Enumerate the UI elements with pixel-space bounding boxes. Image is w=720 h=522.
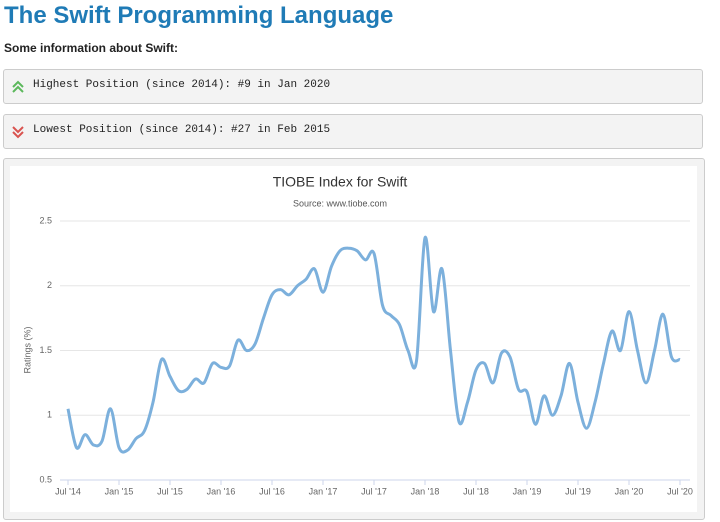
x-tick-label: Jan '18 xyxy=(411,486,440,496)
x-tick-label: Jul '20 xyxy=(667,486,693,496)
info-text: Lowest Position (since 2014): #27 in Feb… xyxy=(33,124,331,136)
x-tick-label: Jul '16 xyxy=(259,486,285,496)
x-tick-label: Jan '17 xyxy=(309,486,338,496)
x-tick-label: Jan '16 xyxy=(207,486,236,496)
x-tick-label: Jul '19 xyxy=(565,486,591,496)
x-tick-label: Jul '17 xyxy=(361,486,387,496)
info-box: Highest Position (since 2014): #9 in Jan… xyxy=(3,69,703,104)
x-tick-label: Jul '15 xyxy=(157,486,183,496)
y-tick-label: 2 xyxy=(47,280,52,290)
y-tick-label: 1 xyxy=(47,410,52,420)
down-icon xyxy=(12,126,24,139)
x-tick-label: Jul '14 xyxy=(55,486,81,496)
x-tick-label: Jan '19 xyxy=(513,486,542,496)
y-tick-label: 2.5 xyxy=(39,215,52,225)
up-icon xyxy=(12,80,24,93)
info-text: Highest Position (since 2014): #9 in Jan… xyxy=(33,79,331,91)
chart-subtitle: Source: www.tiobe.com xyxy=(293,198,387,208)
y-tick-label: 0.5 xyxy=(39,474,52,484)
info-box: Lowest Position (since 2014): #27 in Feb… xyxy=(3,114,703,149)
line xyxy=(66,236,681,454)
x-tick-label: Jul '18 xyxy=(463,486,489,496)
page-subtitle: Some information about Swift: xyxy=(4,41,178,55)
x-tick-label: Jan '15 xyxy=(105,486,134,496)
page-title: The Swift Programming Language xyxy=(4,2,394,29)
plot-background xyxy=(10,166,697,512)
chart-title: TIOBE Index for Swift xyxy=(273,174,408,190)
y-tick-label: 1.5 xyxy=(39,345,52,355)
x-tick-label: Jan '20 xyxy=(615,486,644,496)
y-axis-label: Ratings (%) xyxy=(22,326,32,373)
